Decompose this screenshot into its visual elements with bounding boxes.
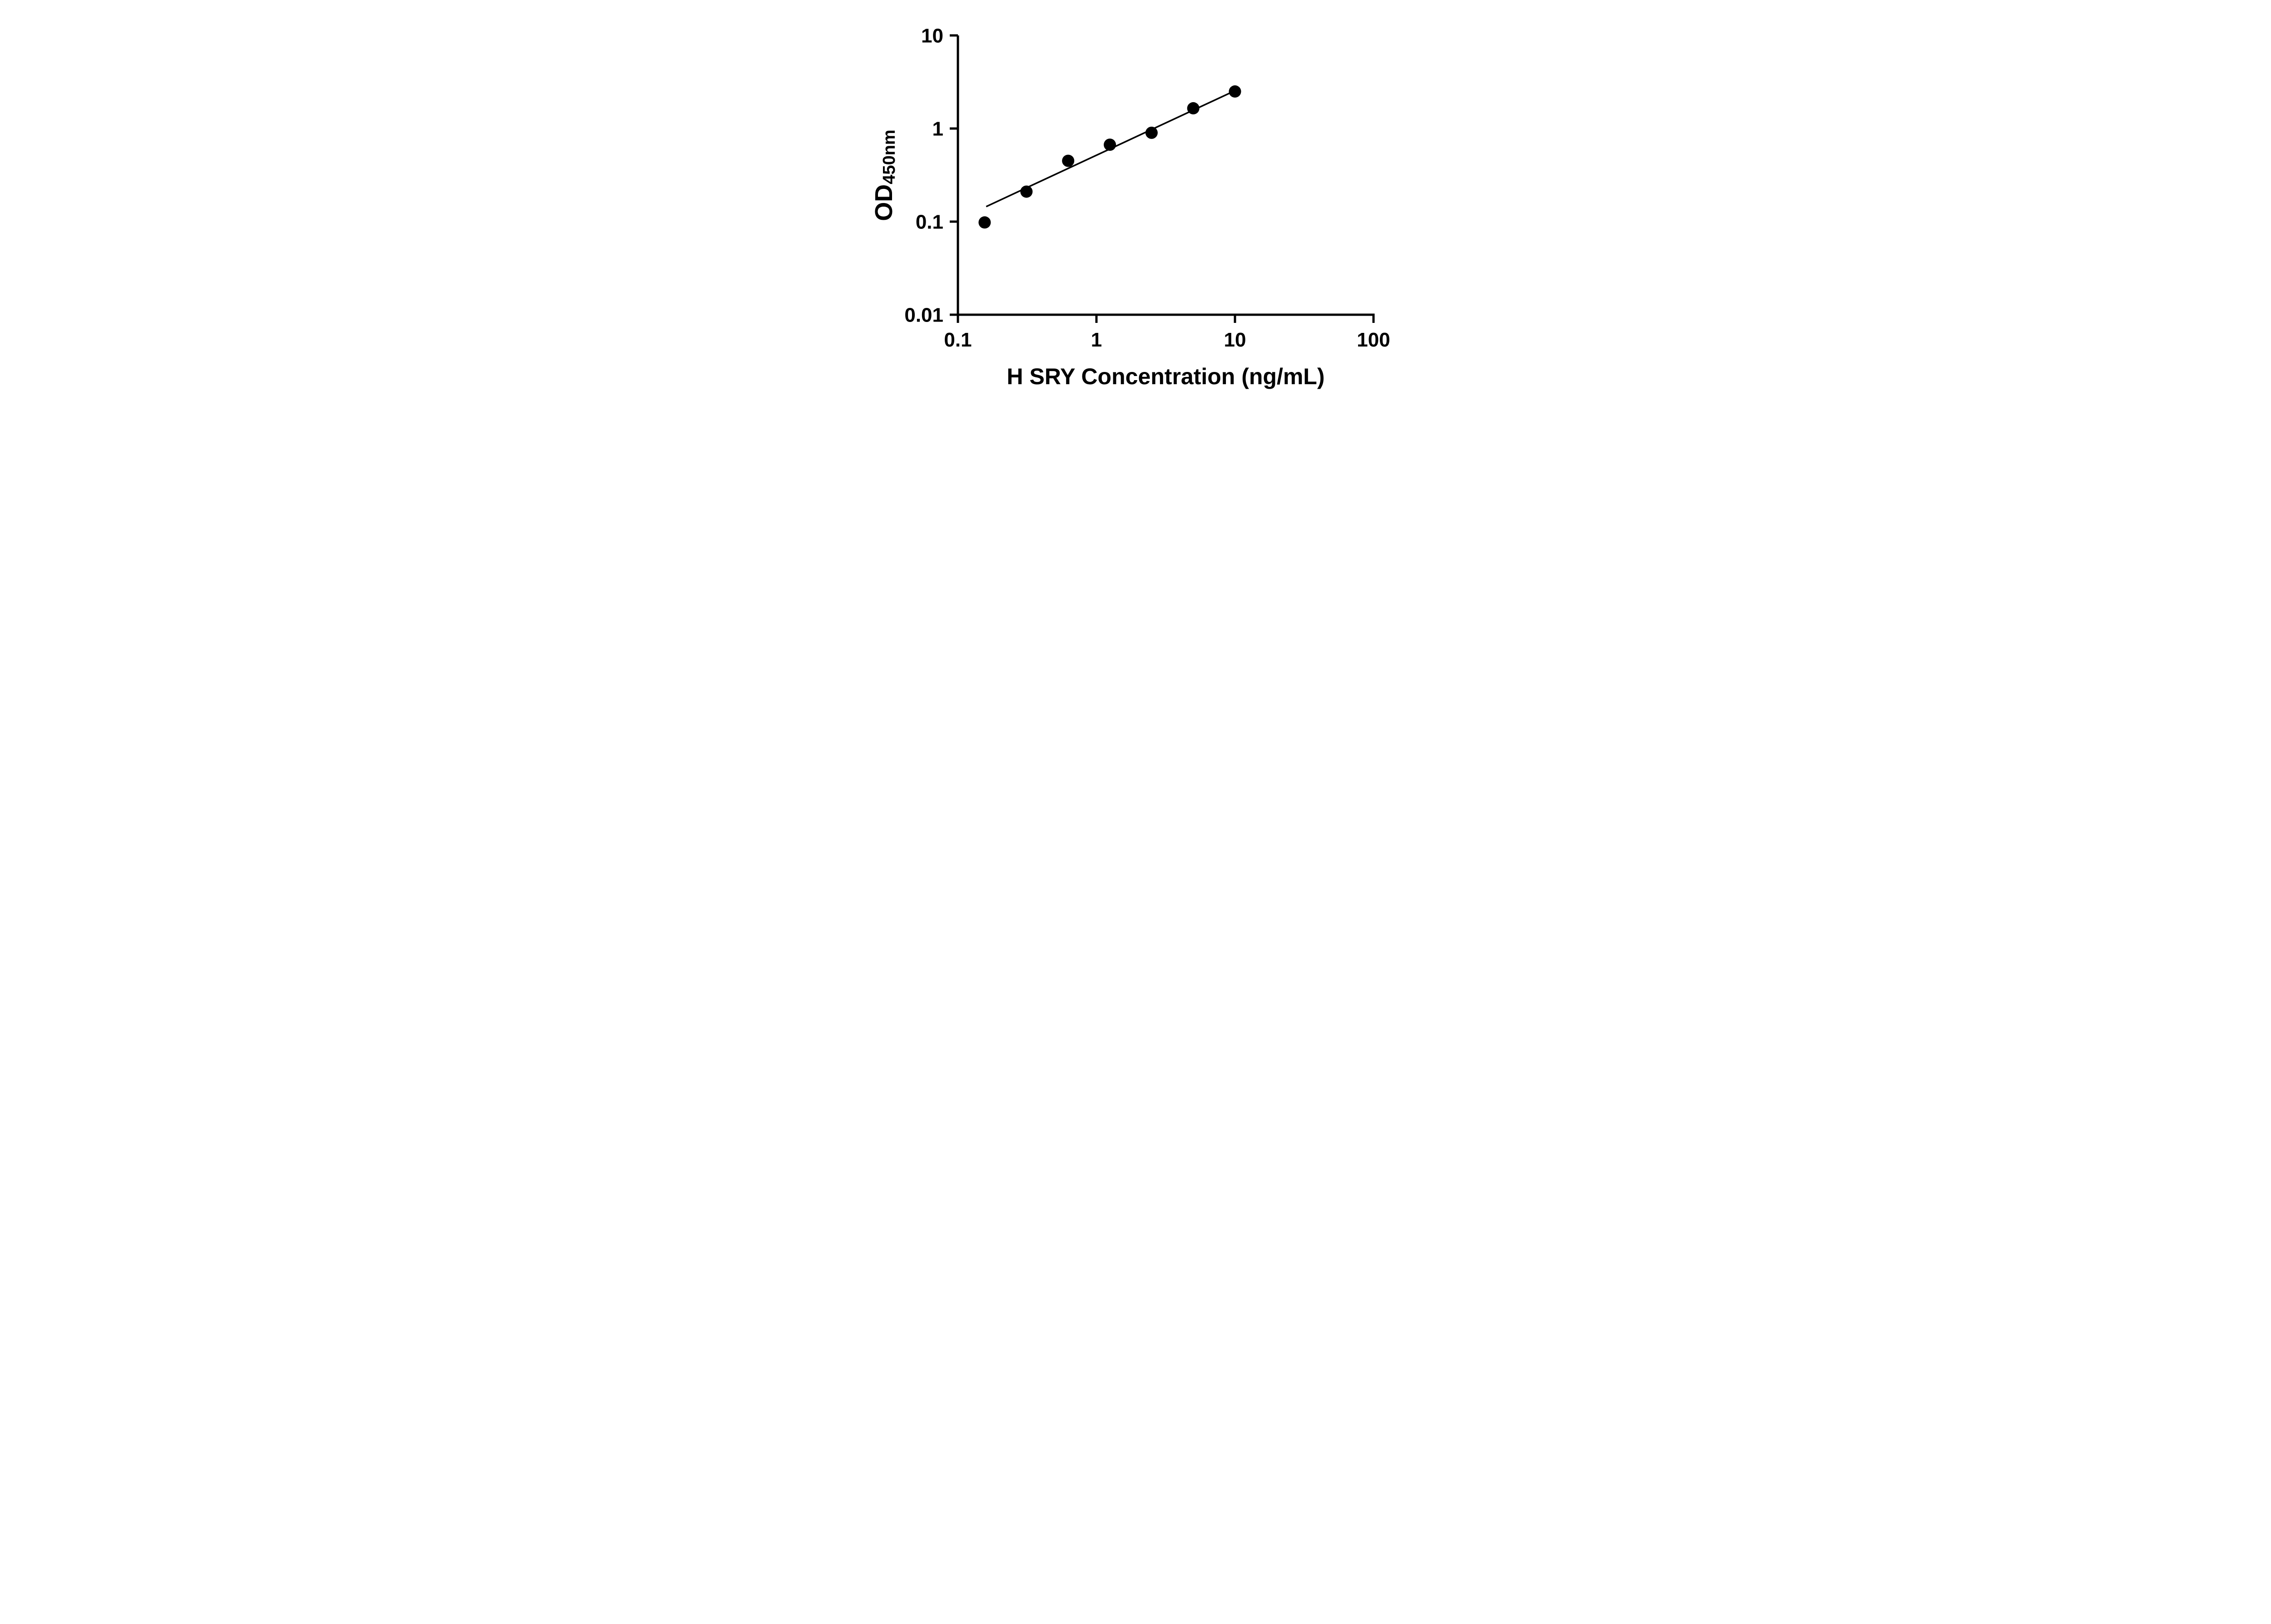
y-tick-label: 10 xyxy=(921,25,943,47)
y-tick-label: 0.01 xyxy=(904,304,943,326)
x-tick-label: 100 xyxy=(1357,329,1390,351)
data-point xyxy=(1187,102,1200,114)
x-tick-label: 10 xyxy=(1224,329,1246,351)
y-tick-label: 0.1 xyxy=(916,211,943,233)
x-tick-label: 1 xyxy=(1091,329,1102,351)
data-point xyxy=(1229,85,1241,98)
x-axis-label: H SRY Concentration (ng/mL) xyxy=(1007,364,1325,389)
data-point xyxy=(1145,126,1158,139)
x-tick-label: 0.1 xyxy=(944,329,972,351)
data-point xyxy=(1020,185,1033,198)
data-point xyxy=(1104,139,1116,151)
data-point xyxy=(978,216,991,229)
elisa-standard-curve-figure: OD450nm 0.1 1 10 100 0.01 0.1 1 10 H SRY Concen… xyxy=(842,0,1429,406)
y-tick-label: 1 xyxy=(932,118,943,140)
data-point xyxy=(1062,154,1075,167)
